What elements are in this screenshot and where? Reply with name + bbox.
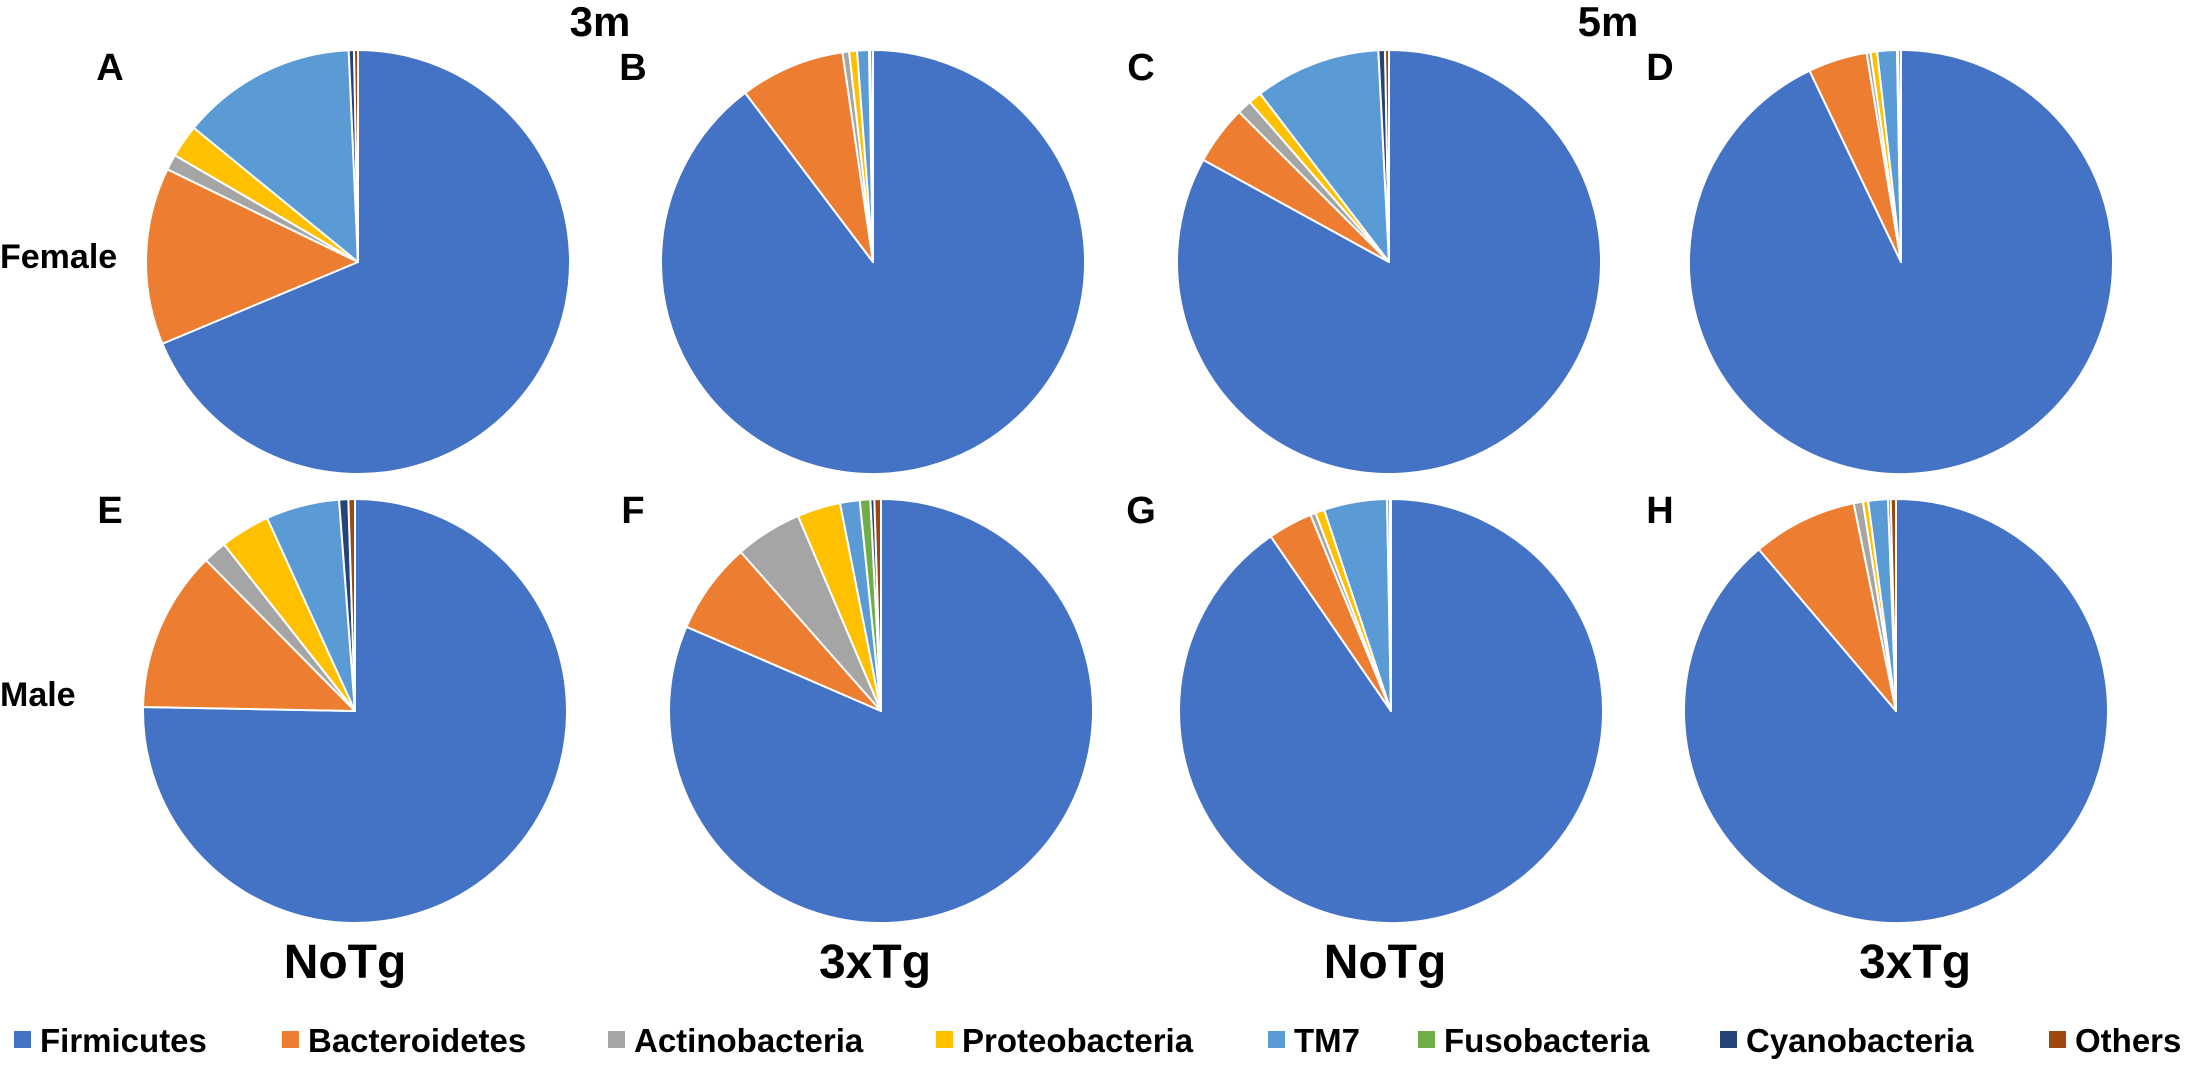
legend-item-proteobacteria: Proteobacteria [936,1022,1194,1059]
pie-panel-h: H [1646,490,2109,924]
row-label-female: Female [0,238,117,276]
legend-swatch-others [2049,1031,2066,1048]
pie-panel-c: C [1127,47,1602,475]
pie-f-slice-others [873,497,882,712]
pie-e-slice-firmicutes [142,498,568,924]
legend-swatch-proteobacteria [936,1031,953,1048]
panel-label-h: H [1646,490,1673,532]
panel-label-e: E [97,490,122,532]
legend-label-cyanobacteria: Cyanobacteria [1746,1022,1974,1059]
header-5m: 5m [1578,0,1639,45]
legend-label-tm7: TM7 [1294,1022,1360,1059]
pie-panel-e: E [97,490,568,924]
pie-b-slice-bacteroidetes [744,51,874,263]
legend-label-proteobacteria: Proteobacteria [962,1022,1194,1059]
pie-charts: A B C D E F G H [96,47,2114,924]
panel-label-c: C [1127,47,1154,89]
pie-panel-a: A [96,47,571,475]
panel-label-d: D [1646,47,1673,89]
pie-h-slice-others [1889,498,1897,712]
pie-a-slice-tm7 [192,49,359,263]
legend-item-actinobacteria: Actinobacteria [608,1022,864,1059]
panel-label-f: F [621,490,644,532]
legend-item-bacteroidetes: Bacteroidetes [282,1022,526,1059]
pie-panel-g: G [1126,490,1604,924]
pie-a-slice-firmicutes [161,49,571,475]
pie-d-slice-others [1897,49,1902,263]
column-label-notg-5m: NoTg [1324,936,1447,989]
legend-label-firmicutes: Firmicutes [40,1022,207,1059]
column-label-3xtg-5m: 3xTg [1859,936,1971,989]
column-label-notg-3m: NoTg [284,936,407,989]
legend-label-fusobacteria: Fusobacteria [1444,1022,1650,1059]
legend-label-bacteroidetes: Bacteroidetes [308,1022,526,1059]
legend-item-tm7: TM7 [1268,1022,1360,1059]
pie-h-slice-bacteroidetes [1757,502,1897,712]
legend-item-fusobacteria: Fusobacteria [1418,1022,1650,1059]
legend-label-others: Others [2075,1022,2181,1059]
panel-label-g: G [1126,490,1156,532]
pie-panel-b: B [619,47,1086,475]
pie-panel-f: F [621,490,1094,924]
row-label-male: Male [0,676,76,714]
pie-b-slice-others [869,49,874,263]
pie-a-slice-others [353,49,359,263]
legend-item-firmicutes: Firmicutes [14,1022,207,1059]
pie-g-slice-others [1388,497,1392,712]
column-label-3xtg-3m: 3xTg [819,936,931,989]
legend-swatch-bacteroidetes [282,1031,299,1048]
panel-label-a: A [96,47,123,89]
header-3m: 3m [570,0,631,45]
legend-swatch-fusobacteria [1418,1031,1435,1048]
pie-panel-d: D [1646,47,2114,475]
legend-label-actinobacteria: Actinobacteria [634,1022,864,1059]
legend-swatch-actinobacteria [608,1031,625,1048]
panel-label-b: B [619,47,646,89]
pie-c-slice-firmicutes [1176,49,1602,475]
pie-c-slice-others [1384,49,1390,263]
legend: Firmicutes Bacteroidetes Actinobacteria Pro… [14,1022,2181,1059]
pie-e-slice-others [347,497,356,712]
legend-swatch-firmicutes [14,1031,31,1048]
legend-item-cyanobacteria: Cyanobacteria [1720,1022,1974,1059]
legend-item-others: Others [2049,1022,2181,1059]
legend-swatch-tm7 [1268,1031,1285,1048]
legend-swatch-cyanobacteria [1720,1031,1737,1048]
pie-e-slice-bacteroidetes [142,559,356,712]
pie-a-slice-bacteroidetes [145,168,359,345]
pie-c-slice-tm7 [1259,49,1390,263]
